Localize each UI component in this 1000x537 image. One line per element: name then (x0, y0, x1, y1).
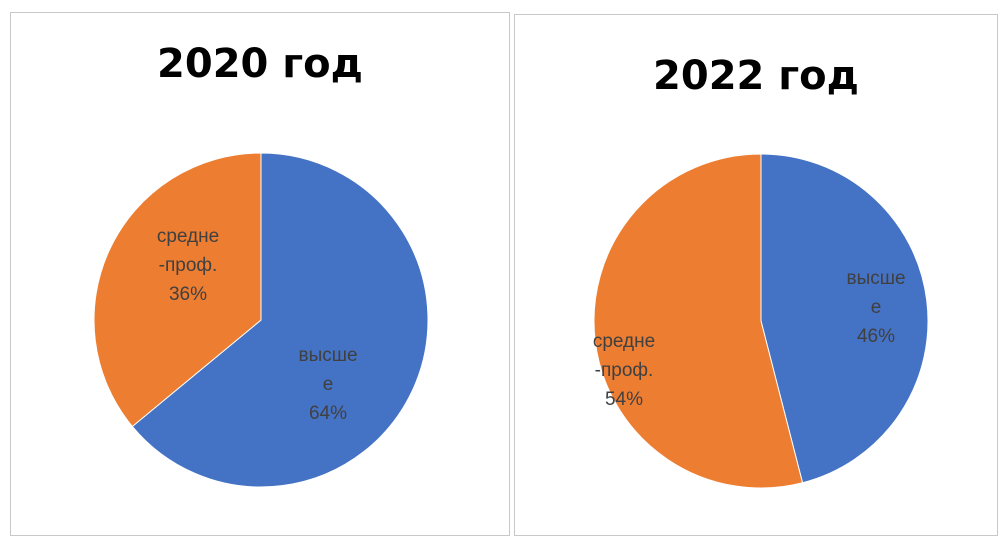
pie-chart-2022: высше е 46%средне -проф. 54% (515, 15, 999, 537)
chart-panel-2020: 2020 год высше е 64% средне -проф. 36% (10, 12, 510, 536)
pie-chart-2020: высше е 64%средне -проф. 36% (11, 13, 511, 537)
chart-panel-2022: 2022 год высше е 46% средне -проф. 54% (514, 14, 998, 536)
